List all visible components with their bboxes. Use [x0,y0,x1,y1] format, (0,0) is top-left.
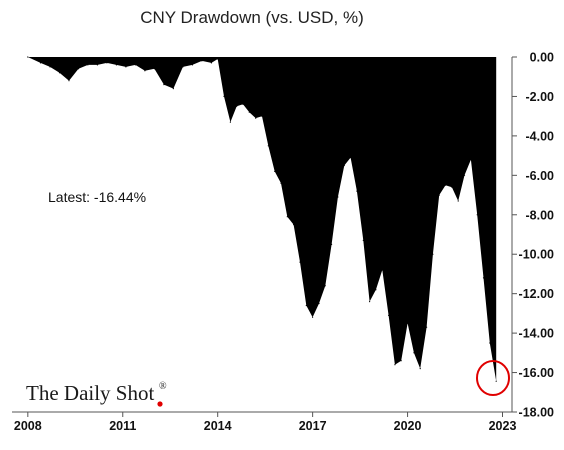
the-daily-shot-logo: The Daily Shot ® [26,381,167,407]
x-tick-label: 2017 [299,419,327,433]
latest-highlight-circle [476,360,510,396]
x-axis: 2008 2011 2014 2017 2020 2023 [14,412,517,433]
data-point [369,301,371,303]
data-point [115,64,117,66]
data-point [438,194,440,196]
data-point [49,66,51,68]
data-point [381,269,383,271]
x-tick-label: 2014 [204,419,232,433]
data-point [248,111,250,113]
data-point [153,68,155,70]
data-point [400,360,402,362]
x-tick-label: 2020 [394,419,422,433]
data-point [255,117,257,119]
data-point [201,60,203,62]
data-point [413,352,415,354]
y-tick-label: 0.00 [530,51,554,65]
data-point [482,277,485,279]
data-point [305,304,307,307]
y-tick-label: -2.00 [526,90,555,104]
data-point [77,68,80,70]
logo-dot [157,401,163,407]
data-point [267,145,269,147]
data-point [172,88,174,90]
data-point [87,64,89,66]
data-point [407,322,409,324]
data-point [68,80,70,82]
data-point [337,196,339,198]
data-point [343,164,345,167]
chart-title: CNY Drawdown (vs. USD, %) [140,8,364,27]
data-point [432,253,434,255]
data-point [457,200,459,202]
y-axis: 0.00 -2.00 -4.00 -6.00 -8.00 -10.00 -12.00 -14.… [512,51,554,420]
y-tick-label: -14.00 [519,327,554,341]
data-point [312,316,314,318]
svg-text:®: ® [159,381,167,392]
data-point [426,326,428,328]
data-point [191,64,193,66]
data-point [261,115,263,117]
y-tick-label: -8.00 [526,208,555,222]
data-point [489,342,491,344]
y-tick-label: -10.00 [519,248,554,262]
data-point [375,289,377,291]
data-point [470,159,472,161]
drawdown-area [27,56,497,382]
y-tick-label: -4.00 [526,129,555,143]
data-point [58,72,61,74]
data-point [144,70,146,72]
y-tick-label: -16.00 [519,366,554,380]
data-point [229,121,231,123]
data-point [293,224,295,226]
data-point [223,95,225,97]
svg-text:The Daily Shot: The Daily Shot [26,381,154,405]
data-point [39,62,42,64]
data-point [451,186,453,188]
data-point [27,56,29,58]
data-point [125,66,127,68]
data-point [236,105,238,107]
data-point [182,66,184,68]
data-point [444,184,447,186]
data-point [350,157,352,159]
y-tick-label: -18.00 [519,406,554,420]
latest-annotation: Latest: -16.44% [48,189,146,205]
data-point [274,170,276,172]
y-tick-label: -12.00 [519,287,554,301]
data-point [299,261,301,263]
data-point [217,58,219,60]
data-point [324,285,326,287]
data-point [362,239,364,241]
data-point [394,364,396,366]
data-point [242,103,244,105]
data-point [106,62,108,64]
data-point [476,214,478,216]
data-point [388,314,390,316]
drawdown-series-area [27,57,497,382]
data-point [286,216,288,218]
data-point [318,302,320,305]
data-point [419,368,421,370]
x-tick-label: 2023 [489,419,517,433]
x-tick-label: 2011 [109,419,136,433]
data-point [96,64,98,66]
x-tick-label: 2008 [14,419,42,433]
y-tick-label: -6.00 [526,169,555,183]
data-point [495,380,497,382]
data-point [280,182,282,184]
data-point [463,174,466,176]
data-point [163,84,165,86]
data-point [134,64,136,66]
data-point [356,190,358,192]
data-point [210,62,212,64]
data-point [331,243,333,245]
